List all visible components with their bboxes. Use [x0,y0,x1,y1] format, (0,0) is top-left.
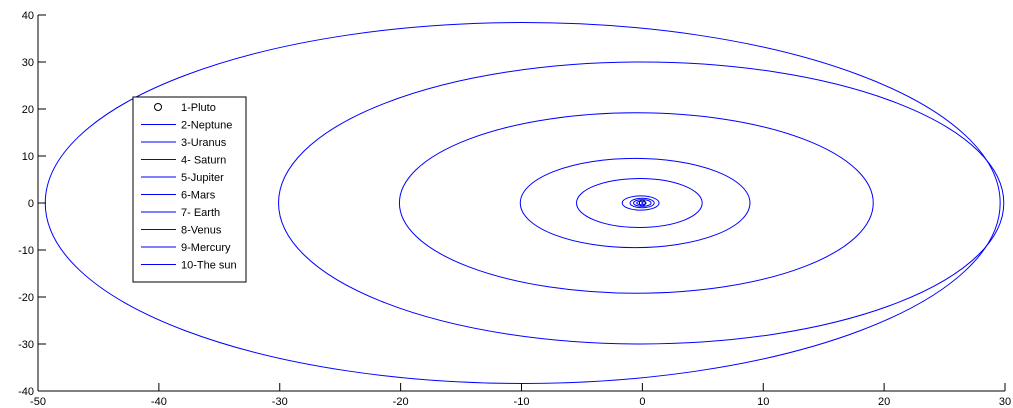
y-tick-label: -10 [18,245,34,257]
legend-label-7: 7- Earth [181,207,220,219]
legend-label-10: 10-The sun [181,260,237,272]
y-tick-label: 10 [22,151,34,163]
x-tick-label: -50 [30,396,46,408]
legend-label-5: 5-Jupiter [181,172,224,184]
legend-label-2: 2-Neptune [181,120,232,132]
y-tick-label: 40 [22,10,34,22]
legend: 1-Pluto 2-Neptune 3-Uranus 4- Saturn 5-Jupit… [132,96,247,283]
orbit-lines [44,22,1005,384]
orbit-6 [621,195,660,211]
orbit-9 [636,200,647,206]
legend-label-3: 3-Uranus [181,137,227,149]
legend-box [132,96,247,283]
y-tick-label: -20 [18,292,34,304]
x-tick-label: 10 [757,396,769,408]
orbit-8 [633,199,652,207]
legend-label-1: 1-Pluto [181,102,216,114]
x-tick-label: -40 [151,396,167,408]
x-tick-label: -20 [393,396,409,408]
x-tick-label: 20 [878,396,890,408]
orbit-7 [629,197,655,209]
y-tick-label: 30 [22,57,34,69]
x-tick-label: 0 [639,396,645,408]
orbit-2 [278,61,1005,345]
legend-label-9: 9-Mercury [181,242,231,254]
x-tick-label: 30 [999,396,1011,408]
y-tick-label: 0 [28,198,34,210]
legend-label-8: 8-Venus [181,225,222,237]
legend-marker-1 [154,103,162,111]
x-tick-label: -10 [514,396,530,408]
y-tick-label: -40 [18,386,34,398]
orbit-3 [398,112,874,294]
orbit-10 [641,202,644,204]
axis-ticks: -50 -40 -30 -20 -10 0 10 20 30-40-30-20-10010203… [18,10,1011,408]
orbit-4 [519,157,751,249]
x-tick-label: -30 [272,396,288,408]
orbit-5 [575,178,703,228]
legend-label-6: 6-Mars [181,190,216,202]
y-tick-label: -30 [18,339,34,351]
legend-label-4: 4- Saturn [181,155,226,167]
y-tick-label: 20 [22,104,34,116]
